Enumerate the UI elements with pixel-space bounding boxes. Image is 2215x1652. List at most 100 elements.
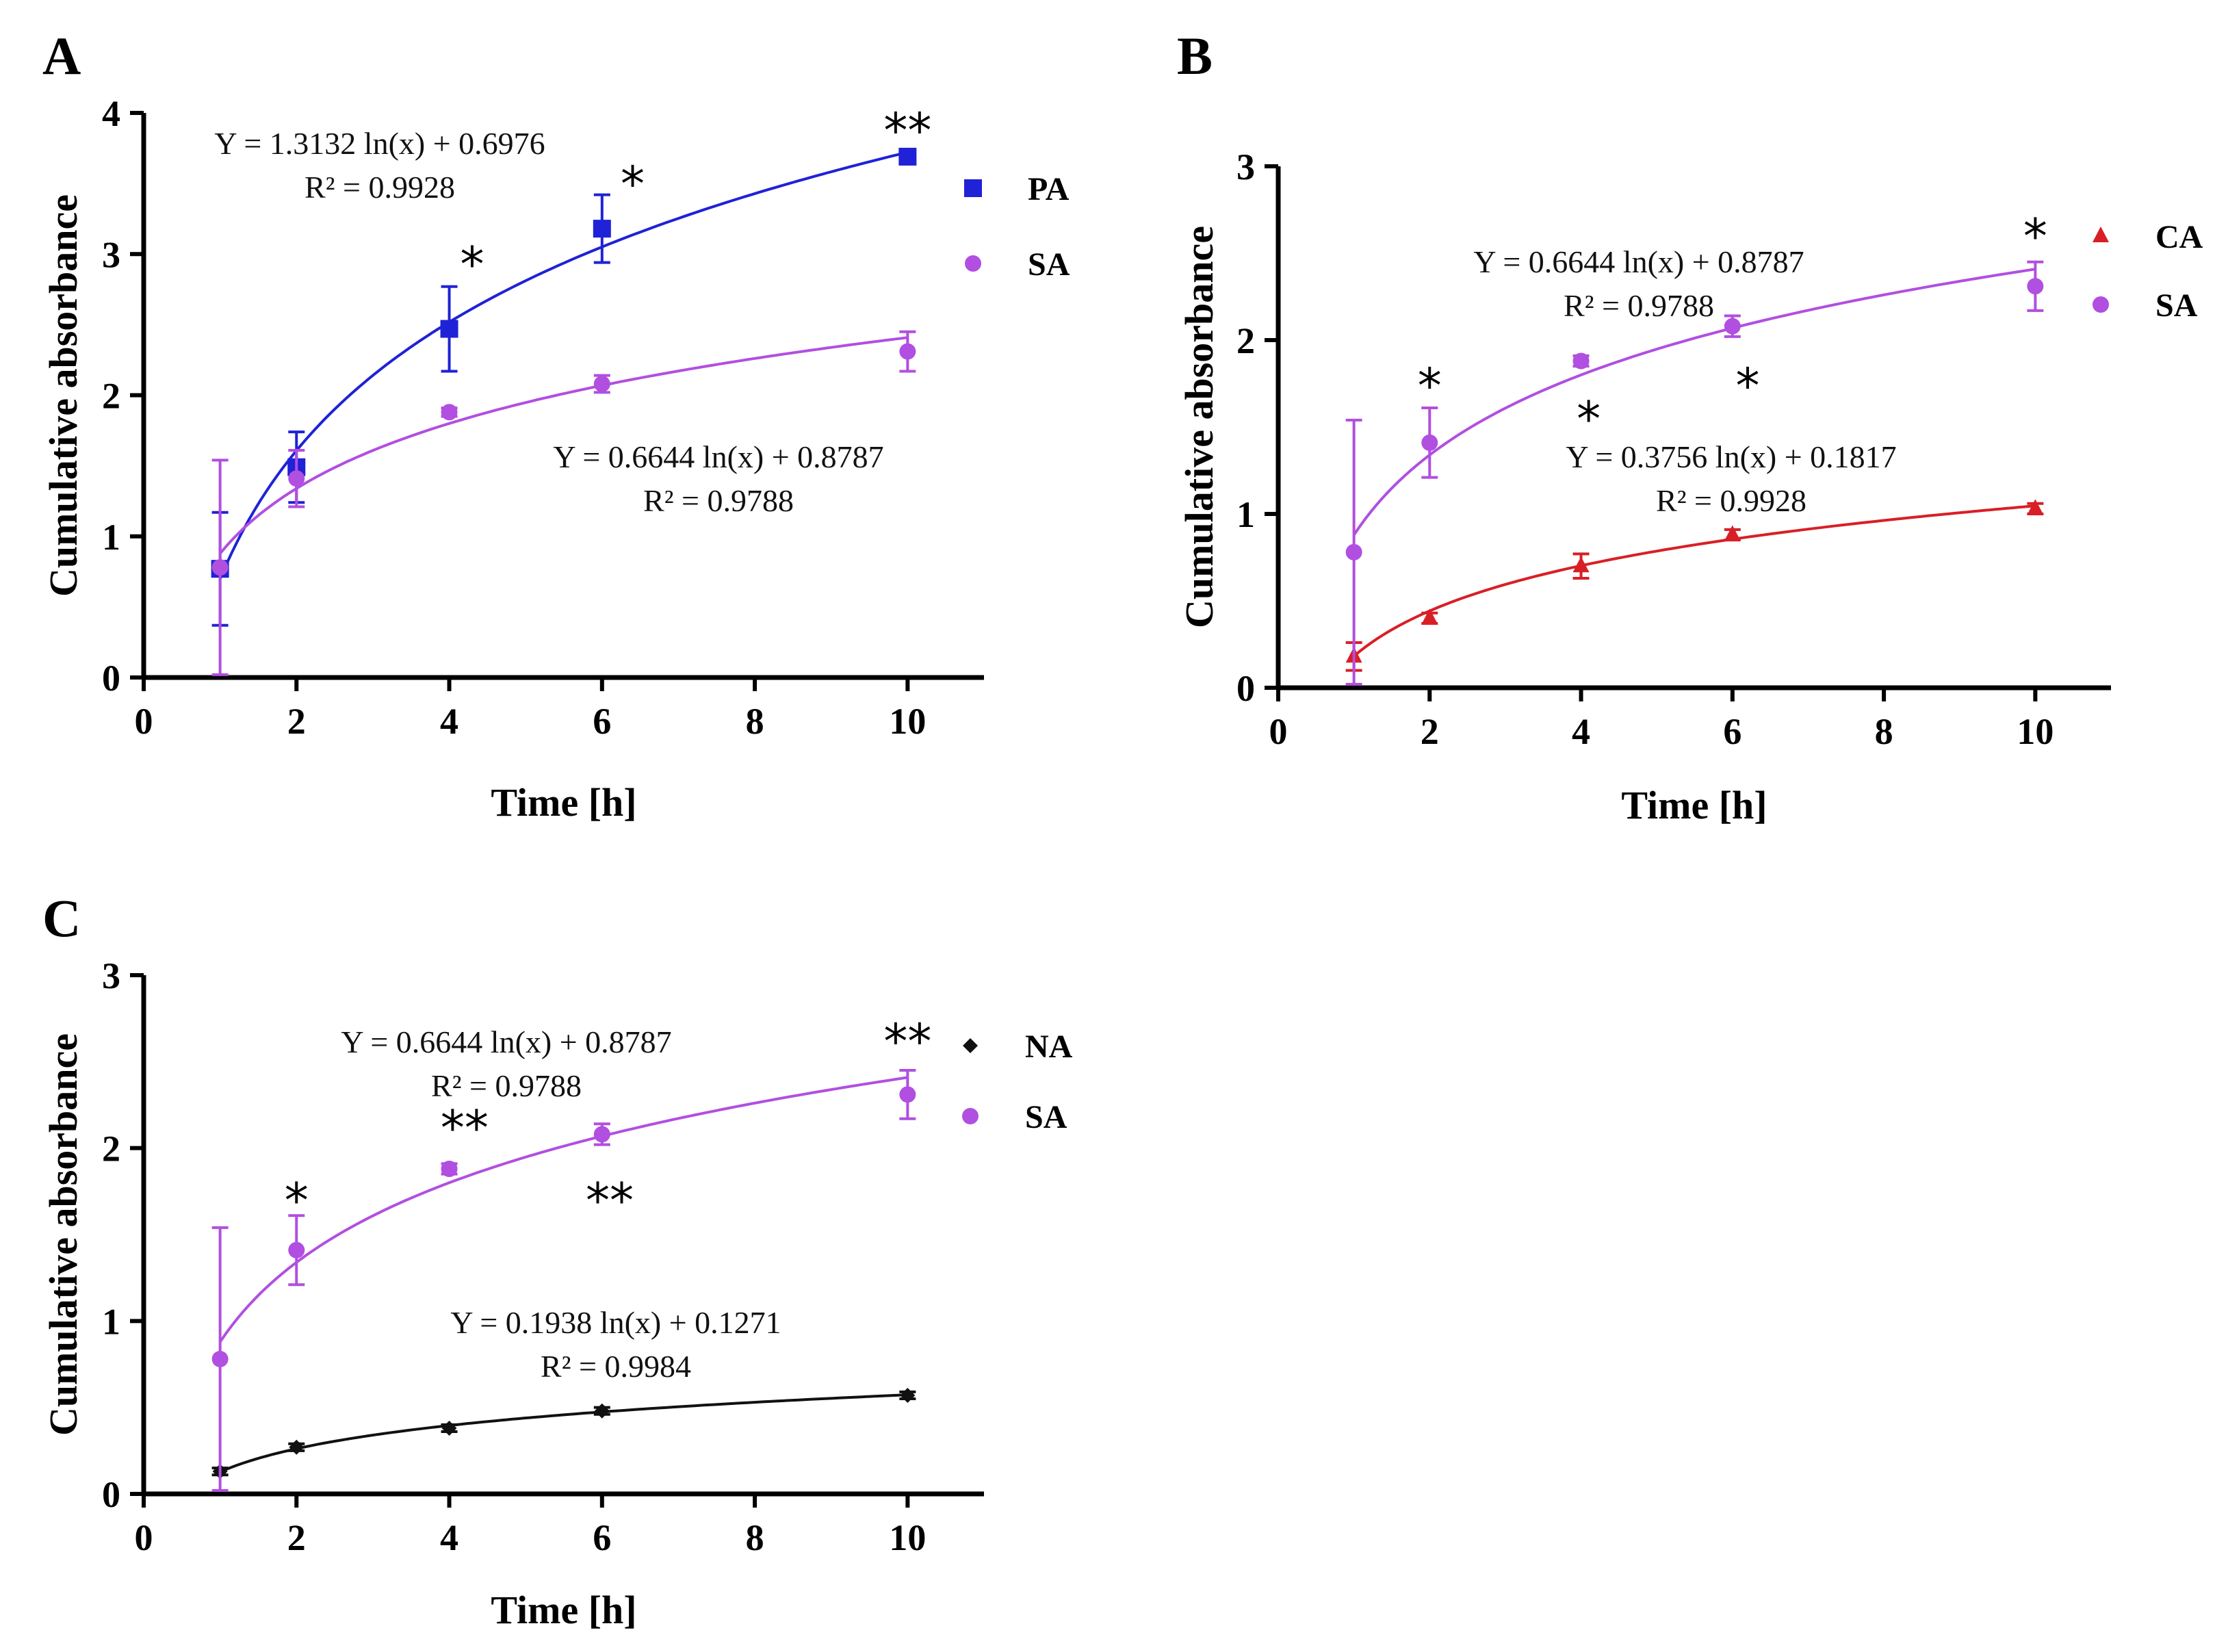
data-point — [898, 147, 917, 166]
fit-equation: Y = 0.3756 ln(x) + 0.1817 — [1566, 439, 1896, 474]
fit-r-squared: R² = 0.9788 — [643, 483, 794, 518]
data-point — [899, 1086, 916, 1103]
data-point — [1345, 543, 1362, 560]
series-ca: Y = 0.3756 ln(x) + 0.1817 R² = 0.9928 — [1345, 439, 2044, 672]
x-tick-label: 4 — [440, 1517, 458, 1558]
data-point — [288, 470, 305, 487]
panel-label: B — [1177, 26, 1213, 86]
y-tick-label: 2 — [1236, 320, 1255, 361]
data-point — [1421, 434, 1438, 451]
data-point — [441, 1420, 457, 1436]
y-axis-title: Cumulative absorbance — [41, 1033, 86, 1436]
significance-marker: * — [1418, 358, 1442, 414]
y-tick-label: 3 — [102, 955, 120, 996]
x-axis-title: Time [h] — [491, 780, 636, 825]
data-point — [900, 1387, 916, 1403]
legend-label: PA — [1028, 171, 1070, 207]
y-tick-label: 1 — [1236, 494, 1255, 535]
significance-marker: * — [1577, 391, 1601, 447]
data-point — [593, 376, 610, 392]
x-tick-label: 6 — [593, 701, 611, 742]
y-tick-label: 1 — [102, 1301, 120, 1342]
significance-marker: ** — [883, 1014, 931, 1070]
fit-equation: Y = 1.3132 ln(x) + 0.6976 — [214, 126, 545, 161]
fit-r-squared: R² = 0.9788 — [1564, 288, 1714, 323]
data-point — [1421, 608, 1438, 625]
series-sa: Y = 0.6644 ln(x) + 0.8787 R² = 0.9788 — [211, 330, 916, 676]
fit-curve — [219, 1393, 908, 1473]
fit-equation: Y = 0.6644 ln(x) + 0.8787 — [1473, 244, 1804, 279]
legend-marker — [965, 255, 981, 272]
data-point — [441, 404, 458, 421]
panel-a: A 0 2 4 6 8 10 0 1 2 3 4 Time [h] Cumulative absorban… — [41, 26, 1070, 825]
data-point — [1572, 556, 1590, 573]
y-axis-title: Cumulative absorbance — [1177, 226, 1221, 628]
series-na: Y = 0.1938 ln(x) + 0.1271 R² = 0.9984 — [211, 1305, 916, 1480]
x-tick-label: 8 — [746, 701, 764, 742]
panel-label: A — [42, 26, 81, 86]
x-tick-label: 2 — [287, 701, 306, 742]
data-point — [440, 320, 458, 338]
data-point — [289, 1439, 305, 1455]
y-tick-label: 1 — [102, 517, 120, 558]
data-point — [2027, 278, 2044, 295]
data-point — [211, 559, 229, 576]
significance-marker: * — [461, 237, 484, 293]
data-point — [1572, 352, 1590, 370]
x-tick-label: 10 — [2017, 711, 2054, 752]
data-point — [593, 220, 611, 238]
x-tick-label: 4 — [1572, 711, 1590, 752]
fit-curve — [1352, 268, 2036, 536]
x-axis-title: Time [h] — [1621, 783, 1767, 827]
fit-equation: Y = 0.6644 ln(x) + 0.8787 — [341, 1024, 671, 1059]
x-tick-label: 6 — [1723, 711, 1741, 752]
panel-c: C 0 2 4 6 8 10 0 1 2 3 Time [h] Cumulative absorbanc… — [41, 888, 1073, 1632]
significance-marker: ** — [441, 1100, 489, 1156]
legend-label: SA — [2155, 287, 2198, 324]
x-tick-label: 2 — [1421, 711, 1439, 752]
y-tick-label: 0 — [102, 658, 120, 699]
x-tick-label: 4 — [440, 701, 458, 742]
series-sa: Y = 0.6644 ln(x) + 0.8787 R² = 0.9788 — [211, 1024, 916, 1492]
fit-r-squared: R² = 0.9984 — [541, 1349, 691, 1384]
legend-marker — [964, 179, 982, 197]
x-tick-label: 8 — [746, 1517, 764, 1558]
significance-marker: ** — [883, 103, 931, 159]
y-tick-label: 3 — [102, 234, 120, 275]
data-point — [2027, 499, 2044, 515]
legend-label: SA — [1028, 246, 1070, 283]
legend-marker — [2093, 227, 2109, 242]
fit-curve — [218, 151, 908, 580]
y-axis-title: Cumulative absorbance — [41, 194, 86, 597]
y-tick-label: 3 — [1236, 146, 1255, 188]
fit-curve — [218, 1076, 908, 1343]
x-tick-label: 0 — [135, 1517, 153, 1558]
legend-label: NA — [1025, 1029, 1073, 1065]
data-point — [594, 1403, 610, 1419]
legend-marker — [963, 1038, 978, 1053]
panel-label: C — [42, 888, 81, 948]
data-point — [211, 1350, 229, 1367]
fit-equation: Y = 0.6644 ln(x) + 0.8787 — [553, 439, 883, 474]
fit-r-squared: R² = 0.9928 — [1656, 483, 1806, 518]
legend-marker — [2093, 296, 2109, 313]
data-point — [899, 343, 916, 360]
fit-curve — [219, 336, 908, 555]
legend-label: CA — [2155, 219, 2203, 255]
x-tick-label: 0 — [1269, 711, 1288, 752]
y-tick-label: 0 — [1236, 668, 1255, 709]
legend-marker — [962, 1108, 979, 1124]
data-point — [288, 1241, 305, 1259]
y-tick-label: 0 — [102, 1474, 120, 1515]
x-tick-label: 10 — [889, 1517, 926, 1558]
y-tick-label: 4 — [102, 93, 120, 134]
series-pa: Y = 1.3132 ln(x) + 0.6976 R² = 0.9928 — [211, 126, 917, 627]
fit-equation: Y = 0.1938 ln(x) + 0.1271 — [450, 1305, 781, 1340]
fit-curve — [1353, 504, 2036, 658]
x-tick-label: 10 — [889, 701, 926, 742]
data-point — [593, 1126, 610, 1143]
data-point — [1724, 525, 1741, 541]
panel-b: B 0 2 4 6 8 10 0 1 2 3 Time [h] Cumulative absorbanc… — [1177, 26, 2203, 827]
fit-r-squared: R² = 0.9788 — [431, 1068, 582, 1103]
